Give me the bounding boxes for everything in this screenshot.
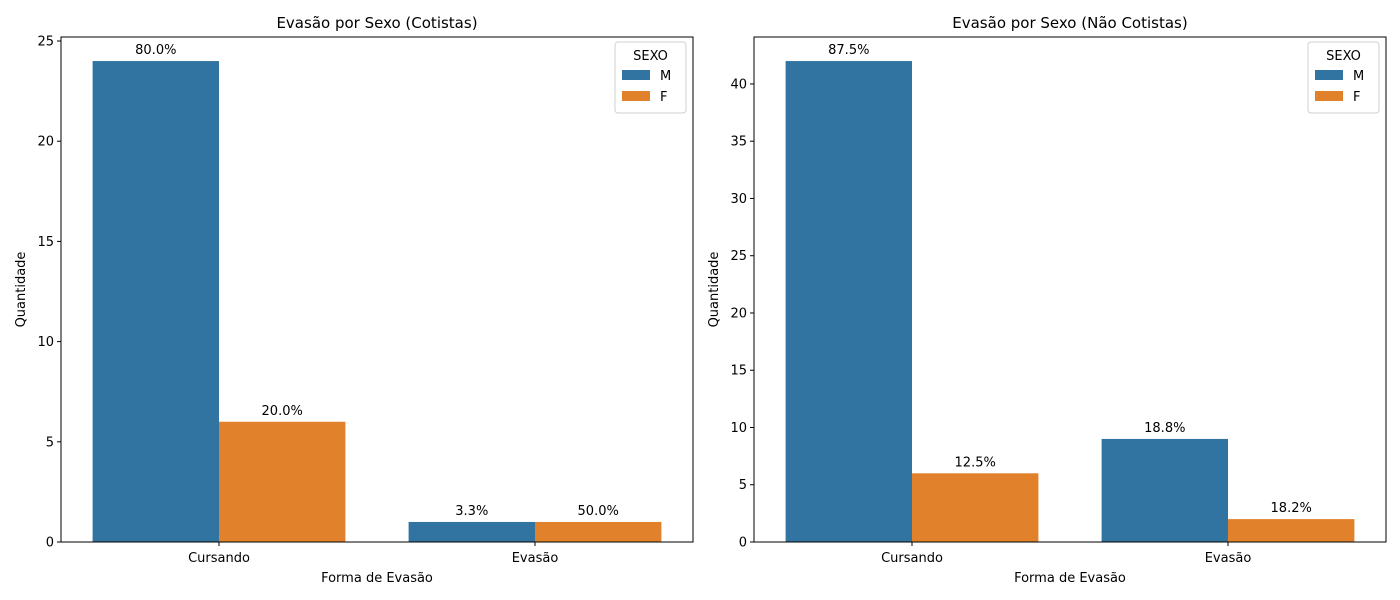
chart-title: Evasão por Sexo (Cotistas) bbox=[276, 14, 477, 32]
y-tick-label: 35 bbox=[730, 135, 747, 150]
bar-value-label: 20.0% bbox=[262, 404, 303, 419]
y-axis-label: Quantidade bbox=[14, 252, 29, 328]
legend-label-m: M bbox=[660, 69, 671, 84]
y-tick-label: 20 bbox=[730, 306, 747, 321]
bar-value-label: 80.0% bbox=[135, 43, 176, 58]
y-tick-label: 10 bbox=[730, 421, 747, 436]
y-tick-label: 0 bbox=[46, 536, 54, 551]
bar-value-label: 87.5% bbox=[828, 43, 869, 58]
x-axis-label: Forma de Evasão bbox=[1014, 571, 1126, 586]
plot-frame bbox=[60, 36, 694, 543]
legend-swatch-m bbox=[622, 70, 650, 80]
y-tick-label: 15 bbox=[37, 235, 54, 250]
chart-1: Evasão por Sexo (Cotistas) 80.0% 3.3% 20.0%… bbox=[14, 14, 694, 586]
bar-m-cursando bbox=[785, 61, 912, 543]
y-tick-label: 20 bbox=[37, 135, 54, 150]
bar-value-label: 50.0% bbox=[578, 504, 619, 519]
bar-value-label: 18.2% bbox=[1271, 501, 1312, 516]
y-tick-label: 40 bbox=[730, 77, 747, 92]
x-tick-label: Cursando bbox=[188, 551, 250, 566]
bar-value-label: 18.8% bbox=[1144, 421, 1185, 436]
legend: SEXO MF bbox=[1307, 41, 1380, 114]
legend-label-f: F bbox=[1353, 90, 1360, 105]
plot-frame bbox=[753, 36, 1387, 543]
y-tick-label: 25 bbox=[730, 249, 747, 264]
legend-label-f: F bbox=[660, 90, 667, 105]
bar-f-evasao bbox=[535, 521, 662, 542]
y-tick-label: 25 bbox=[37, 35, 54, 50]
y-tick-label: 10 bbox=[37, 335, 54, 350]
x-axis-label: Forma de Evasão bbox=[321, 571, 433, 586]
x-tick-label: Evasão bbox=[512, 551, 559, 566]
legend-swatch-m bbox=[1315, 70, 1343, 80]
x-tick-label: Evasão bbox=[1205, 551, 1252, 566]
chart-title: Evasão por Sexo (Não Cotistas) bbox=[952, 14, 1187, 32]
bar-m-evasao bbox=[408, 521, 535, 542]
y-tick-label: 5 bbox=[46, 435, 54, 450]
legend-swatch-f bbox=[1315, 91, 1343, 101]
y-tick-label: 5 bbox=[739, 478, 747, 493]
bar-f-cursando bbox=[219, 421, 346, 542]
legend-swatch-f bbox=[622, 91, 650, 101]
y-tick-label: 0 bbox=[739, 536, 747, 551]
legend: SEXO MF bbox=[614, 41, 687, 114]
bar-m-cursando bbox=[92, 61, 219, 543]
y-tick-label: 30 bbox=[730, 192, 747, 207]
chart-2: Evasão por Sexo (Não Cotistas) 87.5% 18.8%… bbox=[707, 14, 1387, 586]
bar-value-label: 3.3% bbox=[455, 504, 488, 519]
x-tick-label: Cursando bbox=[881, 551, 943, 566]
y-axis-label: Quantidade bbox=[707, 252, 722, 328]
bar-value-label: 12.5% bbox=[955, 455, 996, 470]
bar-m-evasao bbox=[1101, 438, 1228, 542]
legend-title: SEXO bbox=[633, 49, 668, 64]
bar-f-evasao bbox=[1228, 519, 1355, 542]
legend-title: SEXO bbox=[1326, 49, 1361, 64]
bar-f-cursando bbox=[912, 473, 1039, 542]
legend-label-m: M bbox=[1353, 69, 1364, 84]
y-tick-label: 15 bbox=[730, 364, 747, 379]
